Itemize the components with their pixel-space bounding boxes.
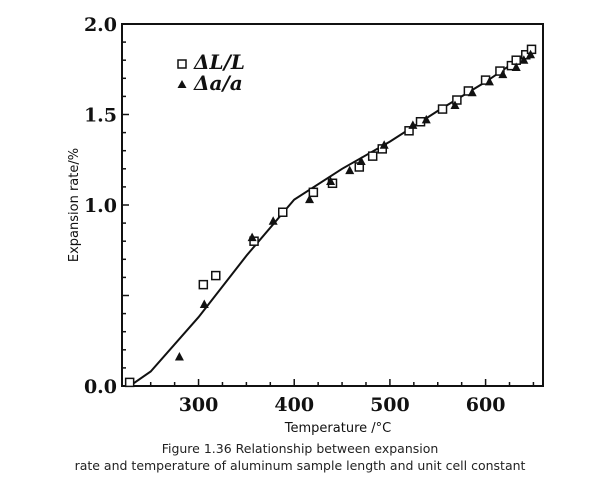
data-point-triangle [526, 49, 536, 59]
data-point-triangle [421, 114, 431, 124]
data-point-square [211, 270, 221, 281]
data-point-square [124, 377, 135, 388]
data-point-triangle [408, 120, 418, 129]
x-tick-label: 300 [179, 394, 219, 416]
x-tick-label: 600 [466, 394, 506, 416]
data-point-triangle [519, 55, 529, 64]
legend: ΔL/L Δa/a [177, 50, 245, 95]
series-delta-l-over-l [124, 44, 537, 388]
data-point-triangle [268, 216, 278, 225]
legend-triangle-marker [177, 80, 187, 88]
fit-line [129, 48, 534, 387]
y-tick-label: 1.5 [84, 105, 117, 127]
data-point-triangle [345, 165, 355, 175]
series-delta-a-over-a [174, 49, 536, 361]
y-tick-label: 2.0 [84, 14, 117, 36]
data-point-triangle [498, 69, 508, 79]
x-tick-label: 400 [274, 394, 314, 416]
data-point-triangle [467, 87, 477, 97]
x-tick-label: 500 [370, 394, 410, 416]
data-point-square [404, 126, 414, 136]
data-point-triangle [199, 299, 209, 309]
data-point-triangle [450, 100, 460, 109]
data-point-square [277, 207, 288, 217]
x-axis-title: Temperature /°C [284, 421, 391, 436]
caption-line-2: rate and temperature of aluminum sample … [74, 458, 526, 473]
data-point-square [437, 104, 448, 114]
data-point-triangle [174, 352, 184, 361]
expansion-chart: 300 400 500 600 0.0 1.0 1.5 2.0 ΔL/L Δa/a Tempe… [67, 14, 544, 436]
data-point-square [308, 187, 319, 198]
data-point-triangle [247, 232, 257, 242]
data-point-triangle [511, 62, 521, 71]
caption-line-1: Figure 1.36 Relationship between expansi… [161, 441, 439, 456]
data-point-triangle [305, 194, 315, 204]
y-axis-title: Expansion rate/% [67, 148, 82, 262]
data-point-triangle [356, 156, 366, 166]
data-point-triangle [326, 176, 336, 185]
legend-square-marker [177, 59, 187, 69]
axis-ticks [122, 23, 535, 387]
tick-labels: 300 400 500 600 0.0 1.0 1.5 2.0 [84, 14, 505, 416]
data-point-square [198, 279, 209, 290]
figure-caption: Figure 1.36 Relationship between expansi… [0, 440, 600, 474]
data-point-square [495, 66, 505, 76]
legend-label-delta-l: ΔL/L [193, 50, 245, 74]
y-tick-label: 0.0 [84, 376, 117, 398]
data-point-square [452, 95, 462, 105]
data-point-triangle [484, 76, 494, 86]
data-point-triangle [379, 140, 389, 149]
y-tick-label: 1.0 [84, 195, 117, 217]
legend-label-delta-a: Δa/a [193, 71, 243, 95]
data-point-square [367, 151, 378, 161]
